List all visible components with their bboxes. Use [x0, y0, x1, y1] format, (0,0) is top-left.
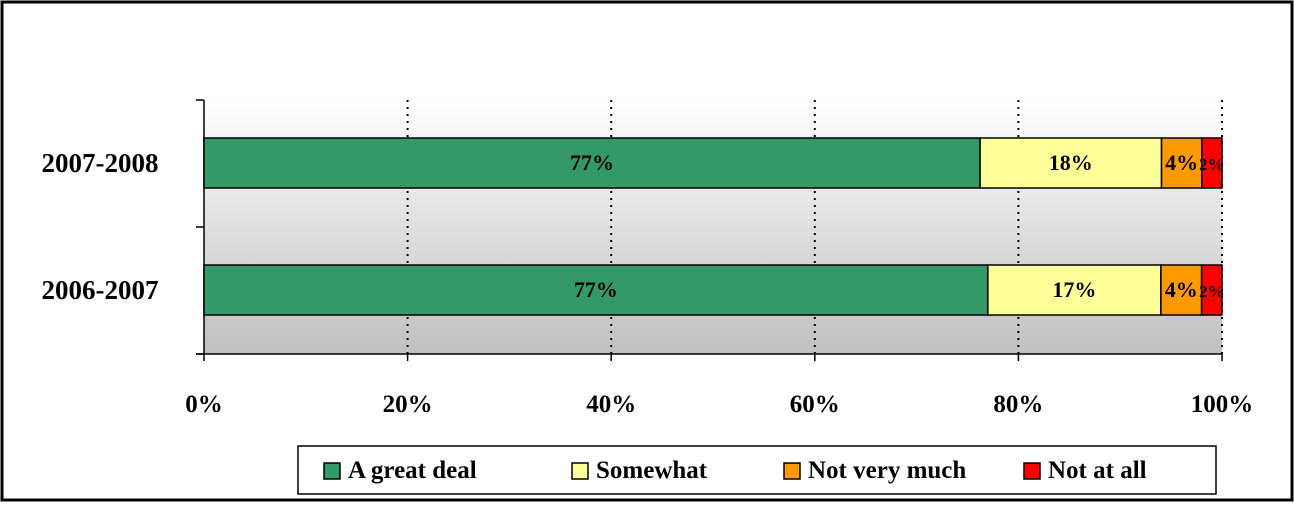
data-labels: 77% 18% 4% 2%77% 17% 4% 2%	[570, 150, 1225, 302]
bar-segment	[1160, 264, 1203, 316]
bar-segment	[203, 264, 989, 316]
bar-segment	[203, 137, 981, 189]
legend-box	[297, 445, 1217, 495]
legend-label: A great deal	[348, 457, 477, 484]
data-label: 18%	[1049, 150, 1093, 175]
data-label: 4%	[1165, 277, 1198, 302]
data-label: 4%	[1165, 150, 1198, 175]
x-tick-label: 40%	[586, 391, 636, 418]
bar-segment	[1160, 137, 1203, 189]
axes: 0% 20% 40% 60% 80% 100% 2007-2008 2006-2007	[42, 99, 1254, 418]
category-label: 2007-2008	[42, 148, 159, 178]
bar-segment	[1201, 137, 1223, 189]
data-label: 2%	[1199, 282, 1225, 301]
bar-segment	[987, 264, 1162, 316]
x-tick-label: 80%	[993, 391, 1043, 418]
data-label: 2%	[1199, 155, 1225, 174]
legend-swatch	[323, 462, 341, 480]
bar-segment	[979, 137, 1163, 189]
category-label: 2006-2007	[42, 275, 159, 305]
x-tick-label: 20%	[383, 391, 433, 418]
data-label: 17%	[1052, 277, 1096, 302]
data-label: 77%	[574, 277, 618, 302]
bar-segment	[1200, 264, 1223, 316]
legend-swatch	[571, 462, 589, 480]
legend: A great deal Somewhat Not very much Not at …	[297, 445, 1217, 495]
legend-label: Not very much	[808, 457, 966, 484]
x-tick-label: 100%	[1191, 391, 1254, 418]
x-tick-label: 60%	[790, 391, 840, 418]
x-tick-label: 0%	[185, 391, 223, 418]
legend-label: Not at all	[1048, 457, 1147, 484]
bars	[203, 137, 1223, 316]
data-label: 77%	[570, 150, 614, 175]
legend-swatch	[783, 462, 801, 480]
legend-label: Somewhat	[596, 457, 708, 484]
legend-swatch	[1023, 462, 1041, 480]
